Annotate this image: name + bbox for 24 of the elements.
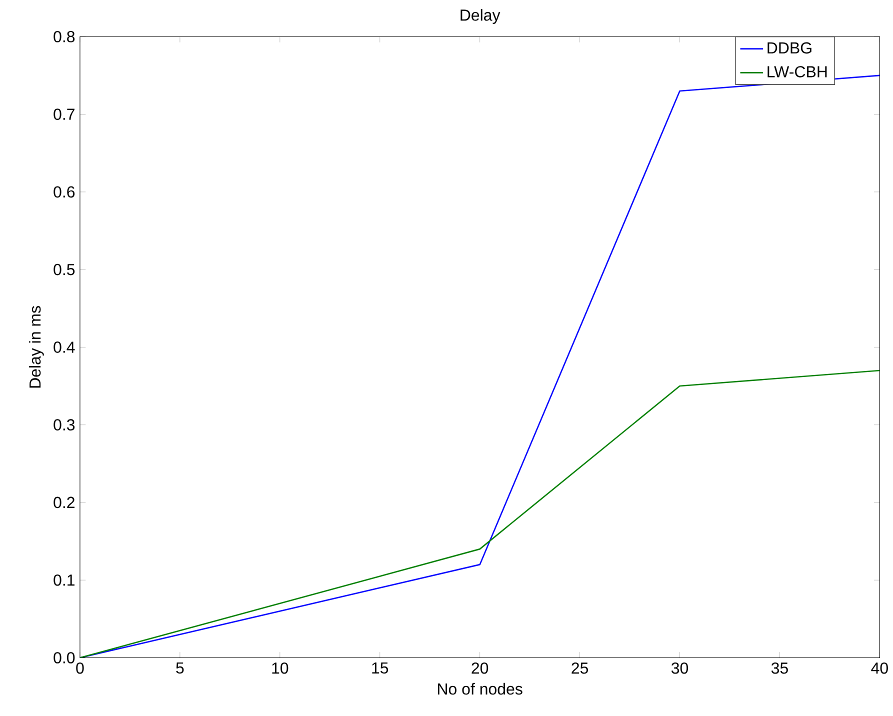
x-tick-label: 35	[771, 662, 788, 674]
y-axis-title: Delay in ms	[28, 306, 44, 388]
line-series	[80, 370, 880, 658]
chart-title: Delay	[460, 9, 500, 24]
x-tick-label: 5	[176, 662, 184, 674]
legend-label: DDBG	[768, 42, 812, 54]
y-tick-label: 0.7	[54, 108, 74, 120]
x-tick-label: 0	[76, 662, 84, 674]
x-tick-label: 30	[671, 662, 688, 674]
y-tick-label: 0.2	[54, 496, 74, 508]
legend-label: LW-CBH	[768, 66, 827, 78]
x-tick-label: 15	[372, 662, 388, 674]
y-tick-label: 0.1	[54, 574, 74, 586]
x-tick-label: 25	[572, 662, 588, 674]
y-tick-label: 0.8	[54, 31, 75, 42]
x-tick-label: 20	[472, 662, 488, 674]
y-tick-label: 0.0	[54, 652, 75, 664]
x-tick-label: 10	[272, 662, 288, 674]
y-tick-label: 0.6	[54, 186, 75, 198]
y-tick-label: 0.5	[54, 264, 75, 276]
x-tick-label: 40	[871, 662, 888, 674]
y-tick-label: 0.3	[54, 419, 75, 431]
y-tick-label: 0.4	[54, 342, 75, 353]
x-axis-title: No of nodes	[438, 683, 522, 695]
